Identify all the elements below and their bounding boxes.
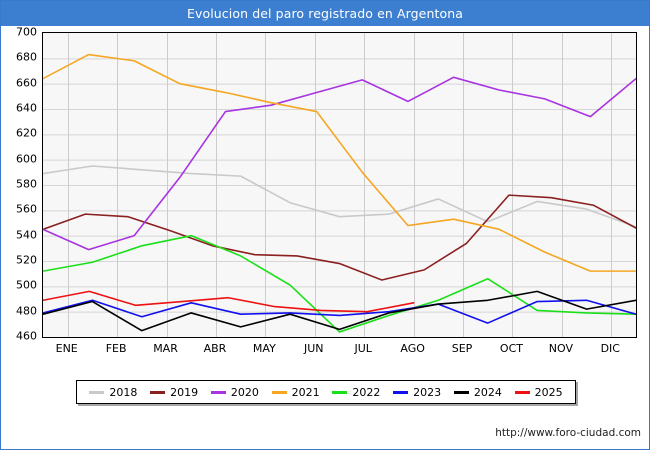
legend-label: 2019 [170,385,199,399]
legend-label: 2023 [413,385,442,399]
grid-lines [43,33,636,337]
page-title: Evolucion del paro registrado en Argento… [1,1,649,26]
legend-swatch-icon [393,390,409,394]
legend-swatch-icon [89,390,105,394]
x-axis-tick: ABR [203,342,227,355]
chart-legend[interactable]: 2018 2019 2020 2021 2022 2023 2024 2025 [76,380,576,404]
x-axis-tick: JUN [304,342,324,355]
x-axis-tick: OCT [499,342,523,355]
legend-swatch-icon [332,390,348,394]
y-axis-tick: 700 [16,25,37,39]
y-axis-tick: 660 [16,76,37,90]
x-axis-tick: SEP [451,342,473,355]
y-axis-tick: 540 [16,228,37,242]
plot-area [42,32,637,338]
legend-item-2020[interactable]: 2020 [210,385,259,399]
legend-label: 2022 [352,385,381,399]
legend-label: 2020 [230,385,259,399]
legend-item-2024[interactable]: 2024 [453,385,502,399]
y-axis-tick: 600 [16,152,37,166]
x-axis-tick: AGO [400,342,425,355]
legend-label: 2025 [534,385,563,399]
legend-item-2018[interactable]: 2018 [89,386,137,399]
plot-band [43,83,636,135]
legend-item-2025[interactable]: 2025 [514,385,563,399]
legend-item-2019[interactable]: 2019 [150,386,198,399]
x-axis-tick: MAR [153,342,178,355]
legend-label: 2018 [109,385,138,399]
y-axis-tick: 560 [16,202,37,216]
legend-swatch-icon [150,390,166,394]
y-axis-tick: 620 [16,126,37,140]
legend-swatch-icon [210,390,226,394]
y-axis-tick: 460 [16,329,37,343]
x-axis-labels: ENE FEB MAR ABR MAY JUN JUL AGO SEP OCT NOV DIC [42,342,637,360]
y-axis-tick: 500 [16,278,37,292]
legend-label: 2024 [473,385,502,399]
x-axis-tick: FEB [105,342,127,355]
legend-swatch-icon [514,390,530,394]
y-axis-tick: 640 [16,101,37,115]
legend-swatch-icon [271,390,287,394]
y-axis-tick: 520 [16,253,37,267]
x-axis-tick: MAY [252,342,276,355]
x-axis-tick: JUL [354,342,372,355]
x-axis-tick: ENE [55,342,78,355]
x-axis-tick: DIC [600,342,620,355]
legend-item-2023[interactable]: 2023 [393,386,441,399]
y-axis-tick: 580 [16,177,37,191]
plot-band [43,33,636,84]
watermark-url: http://www.foro-ciudad.com [495,427,641,439]
y-axis-labels: 700 680 660 640 620 600 580 560 540 520 500 480 460 [1,26,42,343]
y-axis-tick: 680 [16,50,37,64]
legend-item-2022[interactable]: 2022 [332,386,380,399]
series-lines [43,53,636,333]
legend-swatch-icon [453,390,469,394]
legend-item-2021[interactable]: 2021 [271,385,320,399]
y-axis-tick: 480 [16,304,37,318]
plot-band [43,235,636,287]
x-axis-tick: NOV [548,342,573,355]
legend-label: 2021 [291,385,320,399]
